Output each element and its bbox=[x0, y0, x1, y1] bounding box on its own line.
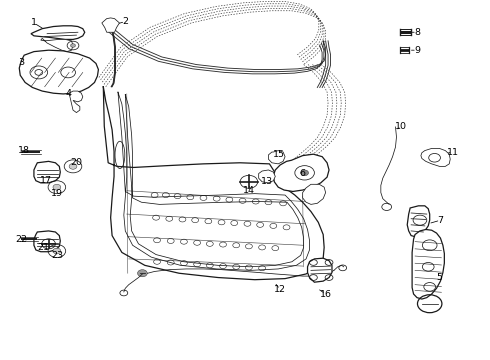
Text: 12: 12 bbox=[274, 285, 286, 294]
Circle shape bbox=[301, 170, 309, 176]
Text: 16: 16 bbox=[319, 289, 332, 298]
Circle shape bbox=[138, 270, 147, 277]
Circle shape bbox=[53, 248, 61, 254]
Text: 11: 11 bbox=[447, 148, 459, 157]
Text: 7: 7 bbox=[438, 216, 443, 225]
Polygon shape bbox=[303, 184, 326, 204]
Text: 3: 3 bbox=[18, 58, 24, 67]
Text: 4: 4 bbox=[65, 89, 71, 98]
Polygon shape bbox=[421, 148, 450, 166]
Polygon shape bbox=[273, 154, 329, 192]
Polygon shape bbox=[412, 229, 444, 299]
Polygon shape bbox=[34, 231, 60, 252]
Text: 1: 1 bbox=[31, 18, 37, 27]
Text: 10: 10 bbox=[395, 122, 407, 131]
Polygon shape bbox=[269, 150, 285, 164]
Circle shape bbox=[69, 163, 77, 169]
Text: 13: 13 bbox=[261, 177, 273, 186]
Polygon shape bbox=[259, 170, 275, 183]
Text: 6: 6 bbox=[300, 169, 306, 178]
Polygon shape bbox=[308, 258, 332, 282]
Text: 5: 5 bbox=[437, 273, 442, 282]
Text: 17: 17 bbox=[40, 176, 51, 185]
Circle shape bbox=[53, 184, 61, 190]
Text: 9: 9 bbox=[414, 46, 420, 55]
Text: 2: 2 bbox=[122, 17, 128, 26]
Text: 14: 14 bbox=[243, 185, 255, 194]
Text: 15: 15 bbox=[273, 150, 285, 159]
Polygon shape bbox=[31, 26, 85, 40]
Polygon shape bbox=[34, 161, 60, 183]
Text: 22: 22 bbox=[15, 235, 27, 244]
Text: 8: 8 bbox=[414, 28, 420, 37]
Text: 23: 23 bbox=[51, 251, 63, 260]
Polygon shape bbox=[102, 18, 120, 32]
Text: 19: 19 bbox=[51, 189, 63, 198]
Polygon shape bbox=[41, 39, 73, 51]
Text: 21: 21 bbox=[38, 243, 49, 252]
Polygon shape bbox=[407, 206, 430, 237]
Circle shape bbox=[71, 44, 75, 47]
Text: 20: 20 bbox=[71, 158, 82, 167]
Text: 18: 18 bbox=[18, 146, 30, 155]
Polygon shape bbox=[19, 50, 98, 94]
Polygon shape bbox=[69, 91, 83, 113]
